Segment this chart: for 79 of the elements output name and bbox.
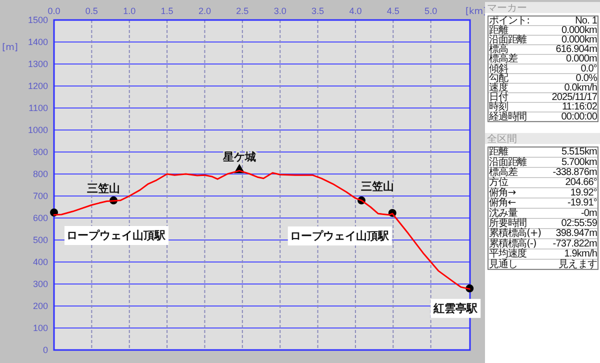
text: 398.947m: [556, 228, 598, 240]
text: 見通し: [489, 258, 518, 270]
text: 俯角←: [489, 196, 516, 209]
y-tick-label: 600: [32, 212, 48, 223]
y-tick-label: 800: [32, 168, 48, 179]
annotation: 紅雲亭駅: [432, 302, 479, 315]
x-tick-label: 2.0: [198, 6, 211, 16]
y-tick-label: 700: [32, 190, 48, 201]
text: 0.0km/h: [564, 82, 597, 94]
text: 5.700km: [561, 156, 598, 168]
y-tick-label: 100: [32, 322, 48, 333]
y-tick-label: 200: [32, 300, 48, 311]
text: -19.91°: [567, 198, 598, 209]
y-tick-label: 0: [42, 344, 48, 355]
text: 傾斜: [489, 62, 508, 74]
x-tick-label: 3.5: [312, 6, 324, 16]
text: ポイント:: [489, 15, 530, 26]
y-tick-label: 1500: [28, 14, 48, 25]
text: 2025/11/17: [552, 92, 598, 104]
text: 11:16:02: [562, 102, 598, 113]
text: 204.66°: [565, 177, 598, 188]
text: 距離: [489, 146, 508, 158]
text: -737.822m: [552, 238, 598, 250]
y-tick-label: 1200: [28, 80, 48, 91]
x-tick-label: 2.5: [236, 6, 249, 16]
text: 平均速度: [489, 248, 528, 260]
text: 5.515km: [561, 146, 598, 158]
text: 速度: [489, 82, 508, 94]
y-tick-label: 1000: [28, 124, 48, 135]
text: 00:00:00: [561, 111, 598, 122]
text: 沿面距離: [489, 34, 528, 46]
x-tick-label: 3.0: [274, 6, 286, 16]
text: 全区間: [487, 133, 517, 145]
y-tick-label: 300: [32, 278, 48, 289]
y-tick-label: 1100: [28, 102, 48, 113]
x-tick-label: 4.0: [349, 6, 362, 16]
annotation: 星ケ城: [222, 150, 256, 164]
text: 経過時間: [488, 110, 528, 122]
annotation: 三笠山: [87, 182, 120, 195]
y-tick-label: 400: [32, 256, 48, 267]
text: 0.000m: [566, 54, 598, 65]
annotation: ロープウェイ山頂駅: [290, 229, 390, 242]
text: 0.0%: [576, 72, 598, 84]
y-tick-label: 1300: [28, 58, 48, 69]
y-axis-title: [m]: [2, 43, 18, 53]
text: 19.92°: [570, 187, 598, 198]
text: -338.876m: [552, 167, 598, 178]
x-tick-label: 1.0: [123, 6, 136, 16]
text: 勾配: [489, 72, 508, 84]
text: -0m: [580, 208, 598, 219]
x-tick-label: 0.5: [85, 6, 98, 16]
x-tick-label: 5.0: [424, 6, 438, 16]
annotation: ロープウェイ山頂駅: [66, 229, 166, 242]
text: 時刻: [489, 100, 508, 113]
text: 累積標高(+): [489, 227, 542, 240]
y-tick-label: 500: [32, 234, 48, 245]
text: 0.000km: [561, 34, 598, 46]
text: 02:55:59: [561, 218, 598, 229]
x-tick-label: 0.0: [48, 6, 60, 16]
text: 沈み量: [489, 206, 518, 219]
y-tick-label: 1400: [28, 36, 48, 47]
text: マーカー: [487, 3, 527, 14]
text: 616.904m: [556, 44, 598, 56]
x-tick-label: 4.5: [386, 6, 400, 16]
text: 1.9km/h: [564, 248, 597, 260]
y-tick-label: 900: [32, 146, 48, 157]
annotation: 三笠山: [360, 180, 394, 193]
text: 所要時間: [489, 217, 528, 229]
text: 0.0°: [580, 63, 598, 74]
text: 0.000km: [561, 24, 598, 36]
text: 方位: [489, 176, 508, 188]
text: 標高差: [489, 166, 518, 178]
x-tick-label: 1.5: [160, 6, 174, 16]
text: 距離: [489, 24, 508, 36]
text: No. 1: [575, 15, 598, 26]
text: 累積標高(-): [489, 237, 537, 250]
text: 俯角→: [489, 186, 516, 198]
text: 沿面距離: [489, 156, 528, 168]
text: 見えます: [558, 258, 598, 270]
